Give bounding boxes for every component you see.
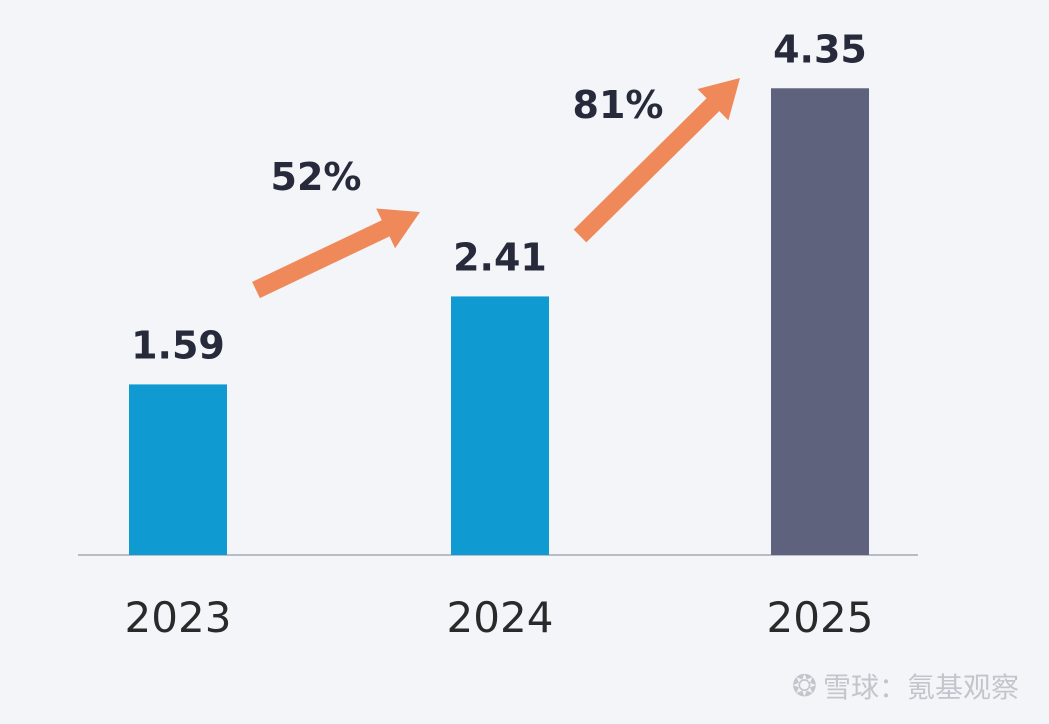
value-label-2024: 2.41 <box>453 235 547 279</box>
bar-2024 <box>451 296 549 555</box>
x-tick-2024: 2024 <box>447 593 554 642</box>
bar-2025 <box>771 88 869 555</box>
watermark-text: 雪球：氪基观察 <box>823 666 1019 706</box>
bar-2023 <box>129 384 227 555</box>
x-tick-2023: 2023 <box>125 593 232 642</box>
growth-label-2024-2025: 81% <box>573 83 664 127</box>
growth-arrow-2023-2024 <box>252 209 420 299</box>
growth-label-2023-2024: 52% <box>271 155 362 199</box>
x-tick-2025: 2025 <box>767 593 874 642</box>
value-label-2025: 4.35 <box>773 27 867 71</box>
watermark: ❂ 雪球：氪基观察 <box>792 666 1019 706</box>
value-label-2023: 1.59 <box>131 323 225 367</box>
snowball-logo-icon: ❂ <box>792 669 817 704</box>
